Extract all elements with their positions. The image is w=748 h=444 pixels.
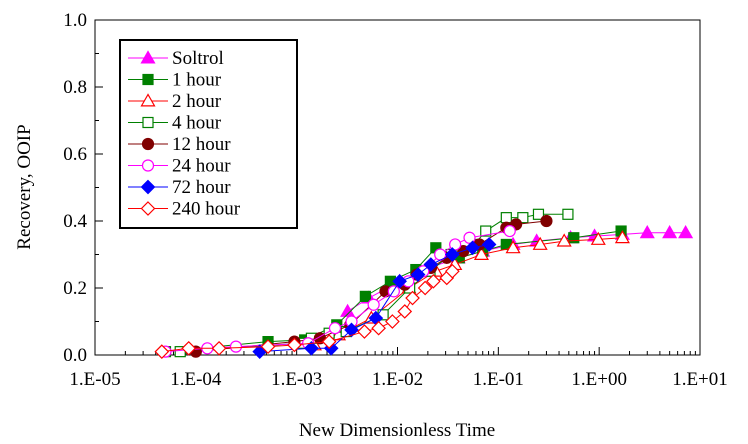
data-point [321,334,337,349]
data-point [540,214,553,228]
y-tick-label: 0.0 [63,345,87,366]
x-tick-label: 1.E-01 [473,369,524,390]
legend-box [119,39,298,229]
x-tick-label: 1.E-02 [372,369,423,390]
data-point [287,337,302,353]
data-point [154,344,170,359]
x-tick-label: 1.E+00 [571,369,627,390]
data-point [532,208,545,220]
series-soltrol [340,225,694,317]
legend-item: 2 hour [128,91,222,112]
data-series [154,208,694,359]
data-point [392,273,407,289]
legend-marker [141,137,155,151]
data-point [500,212,512,224]
data-point [556,233,572,247]
y-tick-label: 0.4 [63,211,87,232]
legend-label: 2 hour [172,91,222,112]
x-tick-label: 1.E-03 [271,369,322,390]
y-tick-label: 0.2 [63,278,87,299]
data-point [480,225,492,237]
legend-label: 1 hour [172,70,222,91]
data-point [367,298,380,311]
legend-label: Soltrol [172,48,224,69]
legend-marker [140,201,156,216]
data-point [445,247,460,262]
data-point [260,339,276,354]
legend-item: 1 hour [128,70,222,91]
data-point [229,340,243,353]
data-point [614,230,630,244]
data-point [517,212,529,224]
data-point [562,208,574,220]
legend-marker [140,50,156,64]
legend-label: 240 hour [172,199,241,220]
data-point [445,263,460,279]
data-point [387,285,400,298]
data-point [423,257,439,272]
legend-item: 4 hour [128,113,222,134]
data-point [568,232,580,244]
legend-item: Soltrol [128,48,224,69]
data-point [181,340,197,356]
data-point [371,320,386,336]
series-240-hour [154,263,460,359]
data-point [426,273,441,289]
y-tick-label: 0.6 [63,144,87,165]
x-axis-title: New Dimensionless Time [299,420,495,441]
legend-marker [140,179,156,195]
data-point [357,324,372,339]
data-point [662,225,678,239]
data-point [465,240,480,256]
legend-item: 24 hour [128,156,231,177]
data-point [405,290,420,306]
data-point [385,314,400,329]
series-12-hour [189,214,553,358]
series-72-hour [252,237,497,359]
x-tick-label: 1.E-05 [69,369,120,390]
data-point [328,322,342,335]
y-axis-ticks: 0.0 0.2 0.4 0.6 0.8 1.0 [63,10,103,366]
x-tick-label: 1.E+01 [672,369,728,390]
data-point [505,240,521,254]
x-tick-label: 1.E-04 [170,369,222,390]
legend-marker [142,73,154,86]
legend-item: 72 hour [128,177,231,198]
data-point [473,246,489,260]
data-point [359,290,371,302]
data-point [397,304,413,319]
data-point [481,237,497,252]
y-axis-title: Recovery, OOIP [14,124,35,249]
data-point [417,280,433,296]
legend-marker [141,159,155,172]
data-point [211,340,227,356]
data-point [590,231,606,245]
legend-item: 12 hour [128,134,231,155]
data-point [678,225,694,239]
data-point [639,225,655,239]
legend-label: 12 hour [172,134,231,155]
legend-label: 4 hour [172,113,222,134]
data-point [410,267,426,282]
y-tick-label: 1.0 [63,10,87,31]
legend-item: 240 hour [128,199,241,220]
data-point [532,236,548,250]
data-point [503,224,516,238]
data-point [304,340,319,356]
legend-label: 24 hour [172,156,231,177]
y-tick-label: 0.8 [63,77,87,98]
x-axis-ticks: 1.E-05 1.E-04 1.E-03 1.E-02 1.E-01 1.E+00 1.E+… [69,347,728,390]
legend-marker [142,116,154,129]
legend-marker [140,93,156,107]
data-point [344,322,359,338]
data-point [463,231,476,244]
legend-label: 72 hour [172,177,231,198]
